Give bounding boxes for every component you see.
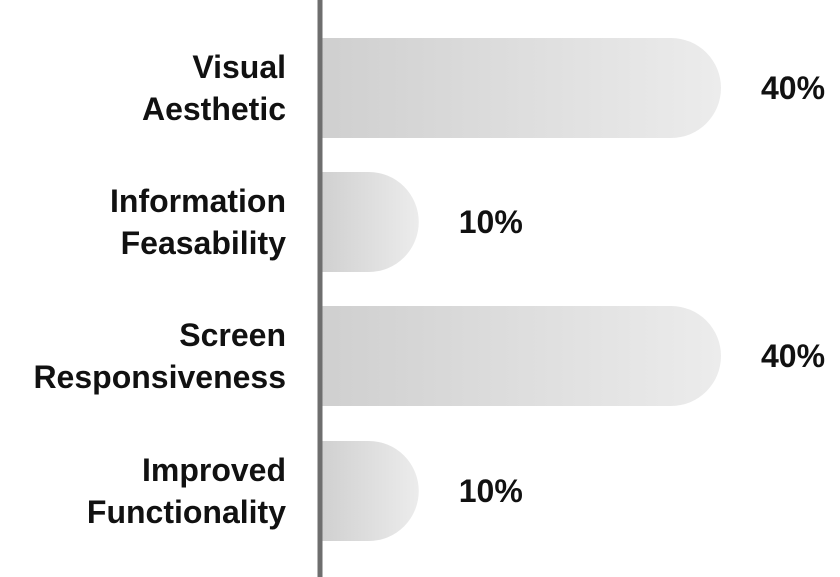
category-label-line: Screen: [179, 317, 286, 353]
bar-2: [318, 172, 419, 272]
category-label-line: Aesthetic: [142, 91, 286, 127]
category-label-2: Information Feasability: [110, 183, 286, 261]
category-labels-layer: Visual Aesthetic Information Feasability Scr…: [33, 49, 286, 530]
category-label-line: Improved: [142, 452, 286, 488]
category-label-3: Screen Responsiveness: [33, 317, 286, 395]
category-label-line: Responsiveness: [33, 359, 286, 395]
bars-layer: [318, 38, 721, 541]
value-label-2: 10%: [459, 204, 523, 240]
category-label-line: Visual: [192, 49, 286, 85]
value-label-4: 10%: [459, 473, 523, 509]
bar-4: [318, 441, 419, 541]
category-label-1: Visual Aesthetic: [142, 49, 286, 127]
value-labels-layer: 40% 10% 40% 10%: [459, 70, 825, 509]
category-label-line: Feasability: [121, 225, 287, 261]
bar-3: [318, 306, 721, 406]
category-label-line: Information: [110, 183, 286, 219]
value-label-1: 40%: [761, 70, 825, 106]
category-label-4: Improved Functionality: [87, 452, 286, 530]
category-label-line: Functionality: [87, 494, 286, 530]
bar-1: [318, 38, 721, 138]
value-label-3: 40%: [761, 338, 825, 374]
